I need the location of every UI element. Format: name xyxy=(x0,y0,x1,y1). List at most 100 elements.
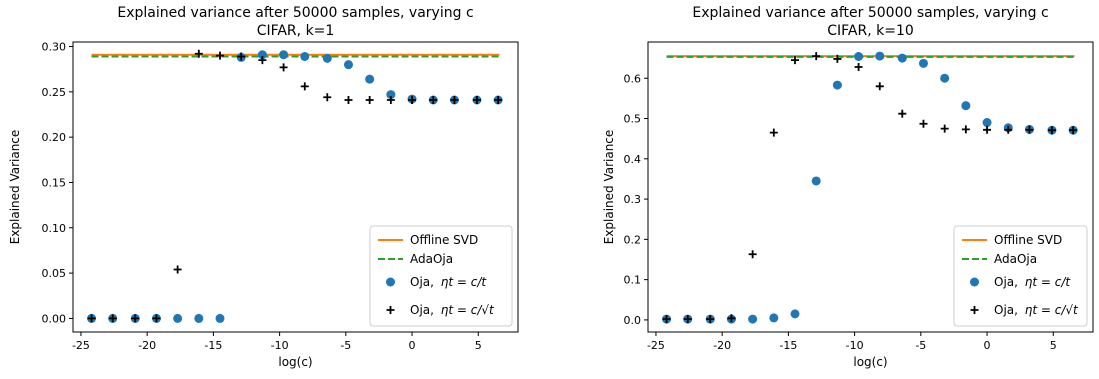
series-4 xyxy=(662,52,1078,324)
legend-label-name: Oja, xyxy=(994,275,1022,289)
y-tick-label: 0.1 xyxy=(624,274,642,287)
oja-csqrt-point xyxy=(408,96,417,104)
x-tick-label: -25 xyxy=(647,339,665,352)
oja-csqrt-point xyxy=(833,54,842,63)
legend-label-math: ηt = c/t xyxy=(441,275,488,289)
oja-csqrt-point xyxy=(216,51,225,60)
oja-csqrt-point xyxy=(662,315,671,324)
oja-csqrt-point xyxy=(683,315,692,324)
oja-ct-point xyxy=(961,101,971,111)
oja-csqrt-point xyxy=(429,96,438,104)
oja-csqrt-point xyxy=(131,314,140,323)
oja-csqrt-point xyxy=(152,314,161,323)
x-tick-label: -20 xyxy=(713,339,731,352)
oja-csqrt-point xyxy=(706,315,715,324)
oja-csqrt-point xyxy=(108,314,117,323)
legend-oja-ct-handle xyxy=(386,277,395,287)
oja-ct-point xyxy=(194,313,204,323)
oja-ct-point xyxy=(300,52,310,61)
oja-csqrt-point xyxy=(344,96,353,104)
oja-ct-point xyxy=(322,53,332,63)
y-tick-label: 0.6 xyxy=(624,72,642,85)
legend-label: Oja, ηt = c/t xyxy=(994,275,1071,289)
oja-csqrt-point xyxy=(812,52,821,61)
oja-csqrt-point xyxy=(1047,126,1056,135)
oja-csqrt-point xyxy=(450,96,459,104)
oja-csqrt-point xyxy=(791,56,800,65)
oja-ct-point xyxy=(257,50,267,60)
oja-csqrt-point xyxy=(494,96,503,104)
y-tick-label: 0.5 xyxy=(624,113,642,126)
oja-csqrt-point xyxy=(1004,125,1013,134)
oja-ct-point xyxy=(386,90,396,100)
y-tick-label: 0.25 xyxy=(42,86,67,99)
oja-ct-point xyxy=(343,60,353,70)
y-tick-label: 0.4 xyxy=(624,153,642,166)
legend-box xyxy=(369,225,513,327)
legend-label-name: Oja, xyxy=(410,275,438,289)
x-tick-label: -5 xyxy=(915,339,926,352)
x-tick-label: -25 xyxy=(72,339,90,352)
y-axis-label: Explained Variance xyxy=(602,130,616,245)
oja-csqrt-point xyxy=(472,96,481,104)
oja-ct-point xyxy=(365,74,375,84)
oja-ct-point xyxy=(811,176,821,186)
legend-label: AdaOja xyxy=(994,252,1037,266)
legend-label: Oja, ηt = c/t xyxy=(410,275,487,289)
y-tick-label: 0.30 xyxy=(42,41,67,54)
legend-label-name: Oja, xyxy=(410,303,438,317)
oja-csqrt-point xyxy=(961,125,970,134)
plot-frame xyxy=(647,41,1094,333)
oja-csqrt-point xyxy=(237,52,246,61)
oja-ct-point xyxy=(215,313,225,323)
chart-subtitle: CIFAR, k=10 xyxy=(827,23,914,39)
y-tick-label: 0.2 xyxy=(624,233,642,246)
x-tick-label: -10 xyxy=(846,339,864,352)
y-tick-label: 0.15 xyxy=(42,176,67,189)
chart-subtitle: CIFAR, k=1 xyxy=(257,23,335,39)
oja-csqrt-point xyxy=(875,82,884,91)
x-tick-label: 5 xyxy=(1050,339,1057,352)
oja-csqrt-point xyxy=(769,128,778,137)
oja-ct-point xyxy=(854,52,864,61)
legend-label-math: ηt = c/√t xyxy=(441,303,495,317)
y-tick-label: 0.0 xyxy=(624,314,642,327)
plot-frame xyxy=(72,41,519,333)
chart-title: Explained variance after 50000 samples, … xyxy=(692,5,1048,21)
oja-ct-point xyxy=(875,51,885,61)
x-tick-label: -5 xyxy=(340,339,351,352)
x-axis-label: log(c) xyxy=(278,355,312,369)
y-tick-label: 0.00 xyxy=(42,312,67,325)
oja-ct-point xyxy=(940,73,950,83)
legend-label: Offline SVD xyxy=(994,233,1062,247)
oja-ct-point xyxy=(982,118,992,128)
oja-csqrt-point xyxy=(854,62,863,71)
legend-oja-csqrt-handle xyxy=(386,306,395,314)
oja-csqrt-point xyxy=(300,82,309,91)
oja-csqrt-point xyxy=(919,119,928,128)
y-tick-label: 0.10 xyxy=(42,222,67,235)
y-tick-label: 0.20 xyxy=(42,131,67,144)
legend-label-name: Oja, xyxy=(994,303,1022,317)
oja-csqrt-point xyxy=(365,96,374,104)
y-tick-label: 0.3 xyxy=(624,193,642,206)
oja-ct-point xyxy=(173,313,183,323)
legend-oja-ct-handle xyxy=(970,277,979,287)
oja-csqrt-point xyxy=(748,250,757,259)
y-axis-label: Explained Variance xyxy=(8,130,22,245)
oja-ct-point xyxy=(748,314,758,324)
oja-csqrt-point xyxy=(279,63,288,72)
x-tick-label: -20 xyxy=(138,339,156,352)
oja-csqrt-point xyxy=(898,109,907,118)
oja-csqrt-point xyxy=(173,265,182,274)
legend-label: Oja, ηt = c/√t xyxy=(410,303,495,317)
series-4 xyxy=(87,49,503,323)
oja-ct-point xyxy=(279,50,289,60)
legend-box xyxy=(953,225,1088,327)
legend-label: AdaOja xyxy=(410,252,453,266)
x-tick-label: -10 xyxy=(271,339,289,352)
x-tick-label: -15 xyxy=(204,339,222,352)
legend-oja-csqrt-handle xyxy=(970,306,979,314)
